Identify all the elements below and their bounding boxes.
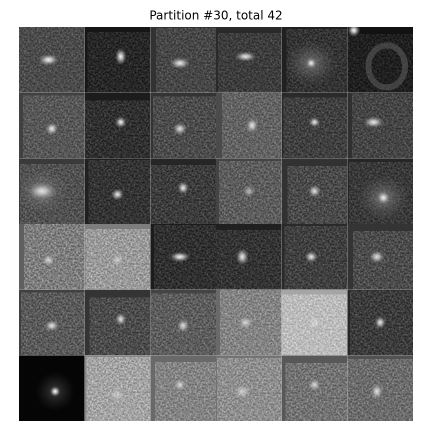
galaxy-blob [232,383,253,400]
image-tile [84,289,151,356]
galaxy-blob [177,181,190,195]
image-tile [19,158,85,224]
galaxy-blob [172,122,188,136]
galaxy-blob [370,382,384,400]
galaxy-blob [108,386,127,403]
tile-noise [155,362,216,422]
image-tile [19,92,85,159]
galaxy-blob [235,248,249,266]
galaxy-blob [307,184,322,198]
galaxy-blob [363,116,385,129]
galaxy-blob [307,378,322,392]
galaxy-blob [347,27,361,37]
image-tile [84,158,151,224]
galaxy-blob [41,253,56,267]
galaxy-blob [109,252,126,268]
tile-noise [216,230,282,290]
image-tile [150,158,216,224]
image-tile [84,355,151,422]
galaxy-blob [43,319,60,332]
image-tile [84,224,151,290]
galaxy-blob [114,312,127,326]
image-tile [216,92,282,159]
image-tile [281,27,348,93]
image-tile [19,355,85,421]
image-tile [150,289,216,356]
image-tile [347,158,414,224]
galaxy-blob [374,315,387,330]
galaxy-blob [304,250,318,263]
galaxy-blob [234,51,257,62]
image-tile [150,92,216,159]
tile-noise [287,166,348,224]
galaxy-blob [176,318,190,334]
galaxy-blob [114,116,127,129]
image-tile [216,289,282,356]
image-tile [216,158,282,224]
image-tile [84,92,151,159]
image-tile [216,224,282,290]
galaxy-blob [242,184,256,198]
image-tile [347,355,413,422]
image-grid [19,27,414,422]
image-tile [281,92,348,159]
galaxy-blob [27,182,57,200]
tile-noise [285,363,348,422]
image-tile [19,224,85,290]
tile-noise [283,97,348,159]
image-tile [19,289,85,356]
tile-noise [150,165,216,224]
galaxy-blob [38,53,60,66]
galaxy-blob [305,57,317,69]
image-tile [216,355,282,422]
image-tile [281,289,348,356]
image-tile [281,224,348,290]
image-tile [281,355,348,422]
tile-noise [353,231,414,290]
galaxy-blob [169,251,191,263]
image-tile [150,355,216,422]
galaxy-blob [304,312,325,333]
galaxy-blob [308,116,321,128]
galaxy-blob [237,315,254,330]
image-tile [347,224,414,290]
image-tile [347,92,414,159]
galaxy-blob [173,378,187,392]
image-tile [150,27,216,93]
image-tile [150,224,216,290]
title: Partition #30, total 42 [149,9,282,23]
tile-noise [352,93,414,159]
galaxy-blob [245,117,259,134]
image-tile [84,27,151,93]
galaxy-blob [114,48,127,66]
image-tile [347,27,414,93]
galaxy-blob [49,386,61,397]
image-tile [281,158,348,224]
ring-galaxy [365,42,409,91]
galaxy-blob [45,122,59,136]
image-tile [19,27,85,93]
image-tile [216,27,282,93]
galaxy-blob [369,250,385,264]
galaxy-blob [110,188,125,201]
tile-noise [89,297,151,356]
tile-noise [84,100,151,159]
tile-noise [218,33,282,93]
galaxy-blob [376,191,391,205]
galaxy-blob [169,57,191,70]
image-tile [347,289,414,356]
tile-noise [284,226,348,290]
tile-noise [24,224,85,290]
